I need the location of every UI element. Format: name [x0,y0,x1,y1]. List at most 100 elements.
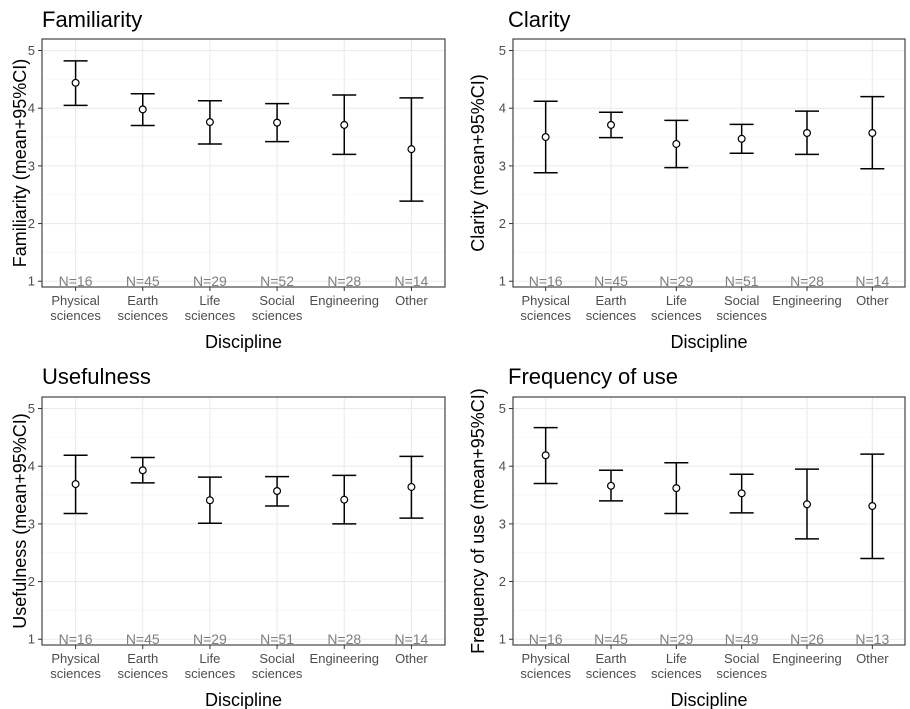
x-tick-label: Earth sciences [586,651,637,681]
y-axis-title: Clarity (mean+95%CI) [468,74,488,252]
mean-point [802,500,811,509]
y-tick-label: 1 [499,274,506,289]
mean-point [205,496,214,505]
chart-panel-3: Usefulness 1 2 3 4 5 Physical sciences Earth scie… [10,364,446,709]
mean-point [672,484,681,493]
mean-point [71,480,80,489]
x-tick-label: Physical sciences [520,651,571,681]
mean-point [541,133,550,142]
n-label: N=14 [394,273,428,289]
panel-border [41,396,446,646]
n-label: N=29 [193,273,227,289]
mean-point [340,120,349,129]
y-tick-label: 5 [28,43,35,58]
x-tick-label: Life sciences [185,293,236,323]
y-tick-label: 3 [499,516,506,531]
x-tick-label: Engineering [772,293,841,308]
mean-point [138,105,147,114]
mean-point [205,118,214,127]
mean-point [868,502,877,511]
x-tick-label: Other [856,293,889,308]
n-label: N=45 [594,631,628,647]
n-label: N=45 [594,273,628,289]
x-tick-label: Other [395,651,428,666]
x-axis-title: Discipline [670,690,747,709]
panel-title: Usefulness [42,364,151,389]
y-tick-label: 1 [499,632,506,647]
n-label: N=26 [790,631,824,647]
y-tick-label: 2 [28,216,35,231]
x-axis-title: Discipline [205,690,282,709]
mean-point [541,451,550,460]
x-tick-label: Physical sciences [520,293,571,323]
y-tick-label: 5 [499,43,506,58]
x-tick-label: Life sciences [651,293,702,323]
x-tick-label: Other [856,651,889,666]
x-tick-label: Other [395,293,428,308]
y-axis-title: Usefulness (mean+95%CI) [10,413,30,629]
mean-point [606,120,615,129]
y-tick-label: 1 [28,632,35,647]
x-tick-label: Engineering [310,293,379,308]
n-label: N=28 [790,273,824,289]
y-tick-label: 4 [28,459,35,474]
y-tick-label: 4 [499,459,506,474]
n-label: N=51 [260,631,294,647]
n-label: N=45 [126,631,160,647]
n-label: N=29 [193,631,227,647]
n-label: N=13 [855,631,889,647]
n-label: N=29 [659,273,693,289]
chart-panel-1: Familiarity 1 2 3 4 5 Physical sciences Earth sci… [10,7,446,352]
n-label: N=51 [725,273,759,289]
x-tick-label: Social sciences [716,651,767,681]
panel-title: Clarity [508,7,570,32]
x-tick-label: Physical sciences [50,293,101,323]
x-tick-label: Earth sciences [586,293,637,323]
x-tick-label: Social sciences [716,293,767,323]
y-tick-label: 5 [499,401,506,416]
n-label: N=28 [327,631,361,647]
y-tick-label: 2 [499,216,506,231]
mean-point [672,139,681,148]
mean-point [606,481,615,490]
n-label: N=16 [59,631,93,647]
x-tick-label: Engineering [310,651,379,666]
y-tick-label: 4 [499,101,506,116]
mean-point [273,487,282,496]
n-label: N=28 [327,273,361,289]
mean-point [407,482,416,491]
x-tick-label: Social sciences [252,651,303,681]
n-label: N=52 [260,273,294,289]
x-tick-label: Earth sciences [117,651,168,681]
panel-title: Frequency of use [508,364,678,389]
panel-border [512,396,906,646]
n-label: N=14 [394,631,428,647]
mean-point [340,495,349,504]
mean-point [71,78,80,87]
y-tick-label: 2 [499,574,506,589]
mean-point [737,134,746,143]
n-label: N=16 [529,631,563,647]
mean-point [138,466,147,475]
chart-panel-2: Clarity 1 2 3 4 5 Physical sciences Earth science… [468,7,906,352]
n-label: N=14 [855,273,889,289]
y-tick-label: 2 [28,574,35,589]
n-label: N=45 [126,273,160,289]
n-label: N=49 [725,631,759,647]
x-axis-title: Discipline [670,332,747,352]
x-tick-label: Life sciences [651,651,702,681]
y-tick-label: 3 [499,158,506,173]
y-tick-label: 3 [28,516,35,531]
x-axis-title: Discipline [205,332,282,352]
x-tick-label: Earth sciences [117,293,168,323]
y-tick-label: 5 [28,401,35,416]
mean-point [868,129,877,138]
n-label: N=29 [659,631,693,647]
y-tick-label: 3 [28,158,35,173]
y-tick-label: 1 [28,274,35,289]
x-tick-label: Physical sciences [50,651,101,681]
panel-title: Familiarity [42,7,142,32]
mean-point [802,129,811,138]
n-label: N=16 [59,273,93,289]
